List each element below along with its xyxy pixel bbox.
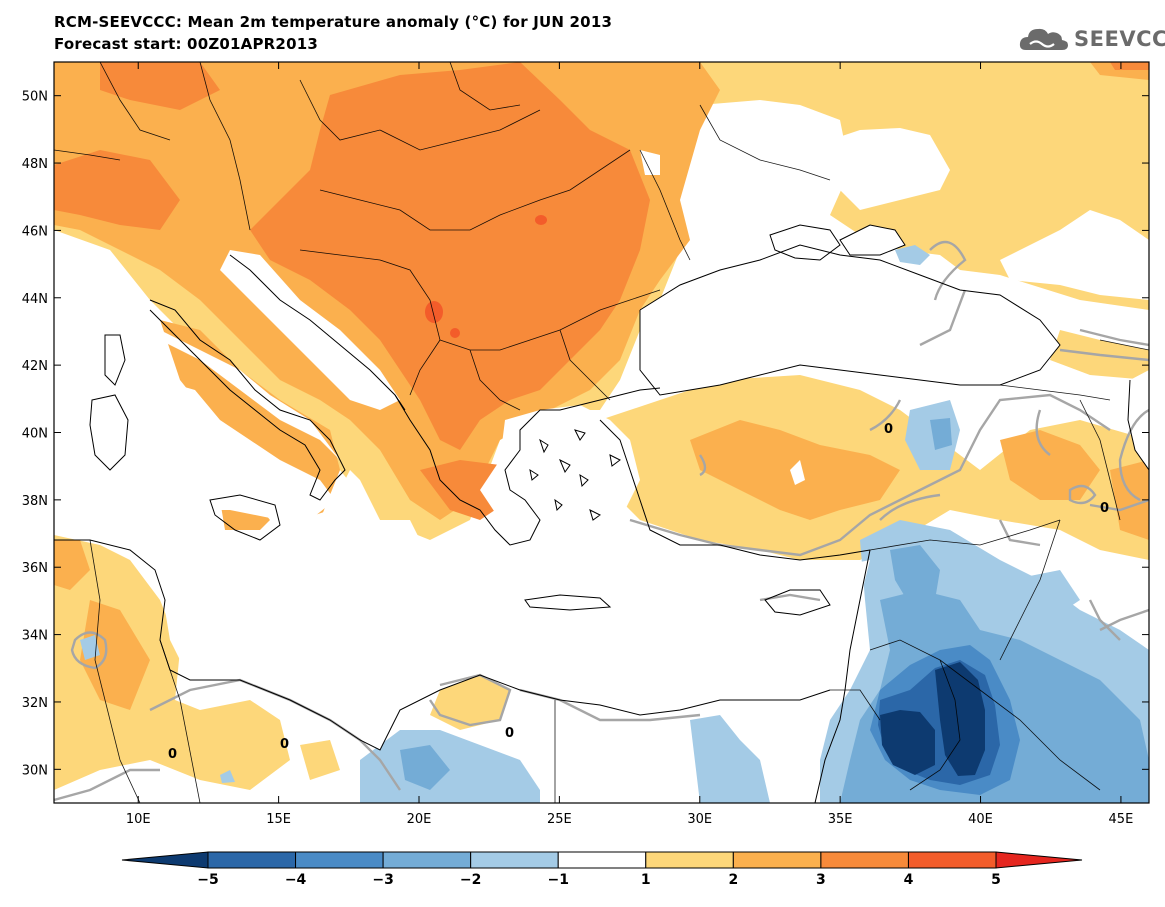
y-tick-label: 36N <box>22 561 48 576</box>
y-tick-label: 30N <box>22 763 48 778</box>
chart-title: RCM-SEEVCCC: Mean 2m temperature anomaly… <box>54 13 613 31</box>
contour-label: 0 <box>1100 501 1109 516</box>
y-tick-label: 44N <box>22 292 48 307</box>
colorbar-label: −5 <box>197 872 218 888</box>
x-tick-label: 25E <box>547 812 572 827</box>
x-axis: 10E 15E 20E 25E 30E 35E 40E 45E <box>126 62 1133 827</box>
colorbar-label: 1 <box>641 872 651 888</box>
colorbar-label: −3 <box>372 872 393 888</box>
y-tick-label: 42N <box>22 359 48 374</box>
y-tick-label: 50N <box>22 90 48 105</box>
y-tick-label: 46N <box>22 224 48 239</box>
colorbar-segment <box>645 851 734 869</box>
colorbar-label: 2 <box>728 872 738 888</box>
y-tick-label: 40N <box>22 427 48 442</box>
colorbar-label: 5 <box>991 872 1001 888</box>
y-axis: 30N 32N 34N 36N 38N 40N 42N 44N 46N 48N 50N <box>22 90 1149 778</box>
logo-text: SEEVCCC <box>1074 27 1165 51</box>
cloud-icon <box>1019 28 1068 50</box>
x-tick-label: 35E <box>828 812 853 827</box>
chart-subtitle: Forecast start: 00Z01APR2013 <box>54 35 318 53</box>
seevccc-logo: SEEVCCC <box>1018 22 1165 56</box>
anomaly-4-5-region <box>425 215 547 338</box>
contour-label: 0 <box>168 747 177 762</box>
x-tick-label: 45E <box>1109 812 1134 827</box>
contour-label: 0 <box>505 726 514 741</box>
x-tick-label: 30E <box>687 812 712 827</box>
colorbar-segment <box>732 851 822 869</box>
colorbar-segment <box>820 851 909 869</box>
contour-label: 0 <box>884 422 893 437</box>
x-tick-label: 10E <box>126 812 151 827</box>
contour-labels: 0 0 0 0 0 <box>168 422 1109 762</box>
y-tick-label: 38N <box>22 494 48 509</box>
y-tick-label: 34N <box>22 629 48 644</box>
colorbar-label: 4 <box>904 872 914 888</box>
y-tick-label: 32N <box>22 696 48 711</box>
colorbar-label: −4 <box>285 872 307 888</box>
colorbar-label: −2 <box>460 872 481 888</box>
colorbar-segment <box>470 851 559 869</box>
anomaly-field: 0 0 0 0 0 <box>54 62 1149 803</box>
x-tick-label: 40E <box>968 812 993 827</box>
colorbar-label: 3 <box>816 872 826 888</box>
anomaly-3-4-region <box>54 62 1149 520</box>
colorbar-segment <box>557 851 647 869</box>
contour-label: 0 <box>280 737 289 752</box>
colorbar-segment <box>207 851 297 869</box>
y-tick-label: 48N <box>22 157 48 172</box>
colorbar-segment <box>907 851 997 869</box>
colorbar-segment <box>382 851 472 869</box>
x-tick-label: 15E <box>266 812 291 827</box>
colorbar-segment <box>295 851 384 869</box>
coastlines <box>54 224 1149 803</box>
colorbar-max-arrow <box>995 851 1083 869</box>
x-tick-label: 20E <box>407 812 432 827</box>
colorbar-label: −1 <box>547 872 568 888</box>
country-borders <box>54 62 1149 803</box>
colorbar: −5 −4 −3 −2 −1 1 2 3 4 5 <box>121 851 1083 888</box>
anomaly-below-neg5-region <box>880 662 985 776</box>
colorbar-min-arrow <box>121 851 209 869</box>
